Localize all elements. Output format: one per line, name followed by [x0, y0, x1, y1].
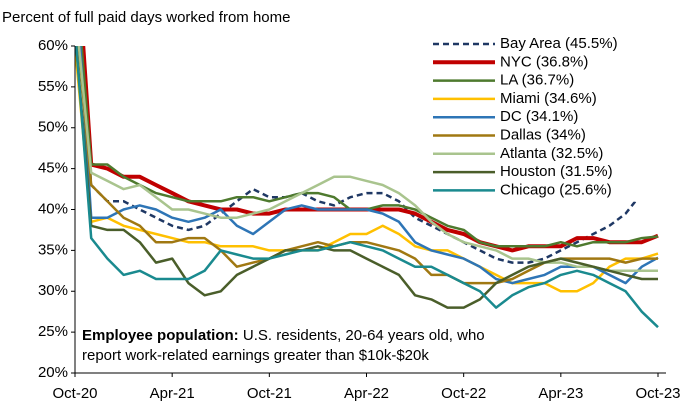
x-tick-label: Apr-22 — [344, 385, 389, 402]
x-tick-label: Oct-21 — [247, 385, 292, 402]
y-tick-label: 40% — [38, 200, 68, 217]
y-tick-label: 60% — [38, 37, 68, 54]
series-line — [75, 46, 658, 309]
legend-label: NYC (36.8%) — [500, 53, 588, 70]
legend-label: Chicago (25.6%) — [500, 181, 612, 198]
x-tick-label: Oct-23 — [635, 385, 680, 402]
x-tick-label: Oct-22 — [441, 385, 486, 402]
y-tick-label: 25% — [38, 323, 68, 340]
x-tick-label: Apr-23 — [538, 385, 583, 402]
chart-subtitle: Percent of full paid days worked from ho… — [2, 9, 290, 26]
annotation-line: report work-related earnings greater tha… — [82, 347, 429, 364]
x-tick-label: Apr-21 — [150, 385, 195, 402]
annotation-background — [78, 324, 548, 368]
y-tick-label: 55% — [38, 78, 68, 95]
y-tick-label: 30% — [38, 282, 68, 299]
series-line — [75, 46, 659, 293]
legend-label: LA (36.7%) — [500, 72, 574, 89]
x-tick-label: Oct-20 — [52, 385, 97, 402]
y-tick-label: 35% — [38, 241, 68, 258]
annotation-line: Employee population: U.S. residents, 20-… — [82, 327, 485, 344]
annotation-label: Employee population: — [82, 327, 239, 344]
series-line — [77, 46, 658, 273]
legend-label: Bay Area (45.5%) — [500, 35, 618, 52]
series-line — [79, 46, 660, 264]
annotation-text: U.S. residents, 20-64 years old, who — [243, 327, 485, 344]
series-line — [78, 46, 659, 285]
series-line — [75, 46, 659, 329]
legend-label: Houston (31.5%) — [500, 163, 613, 180]
y-tick-label: 50% — [38, 119, 68, 136]
plot-lines — [75, 46, 660, 329]
y-tick-label: 45% — [38, 160, 68, 177]
legend-label: Dallas (34%) — [500, 126, 586, 143]
legend-label: Miami (34.6%) — [500, 90, 597, 107]
y-tick-label: 20% — [38, 364, 68, 381]
legend-label: DC (34.1%) — [500, 108, 578, 125]
legend-label: Atlanta (32.5%) — [500, 145, 603, 162]
